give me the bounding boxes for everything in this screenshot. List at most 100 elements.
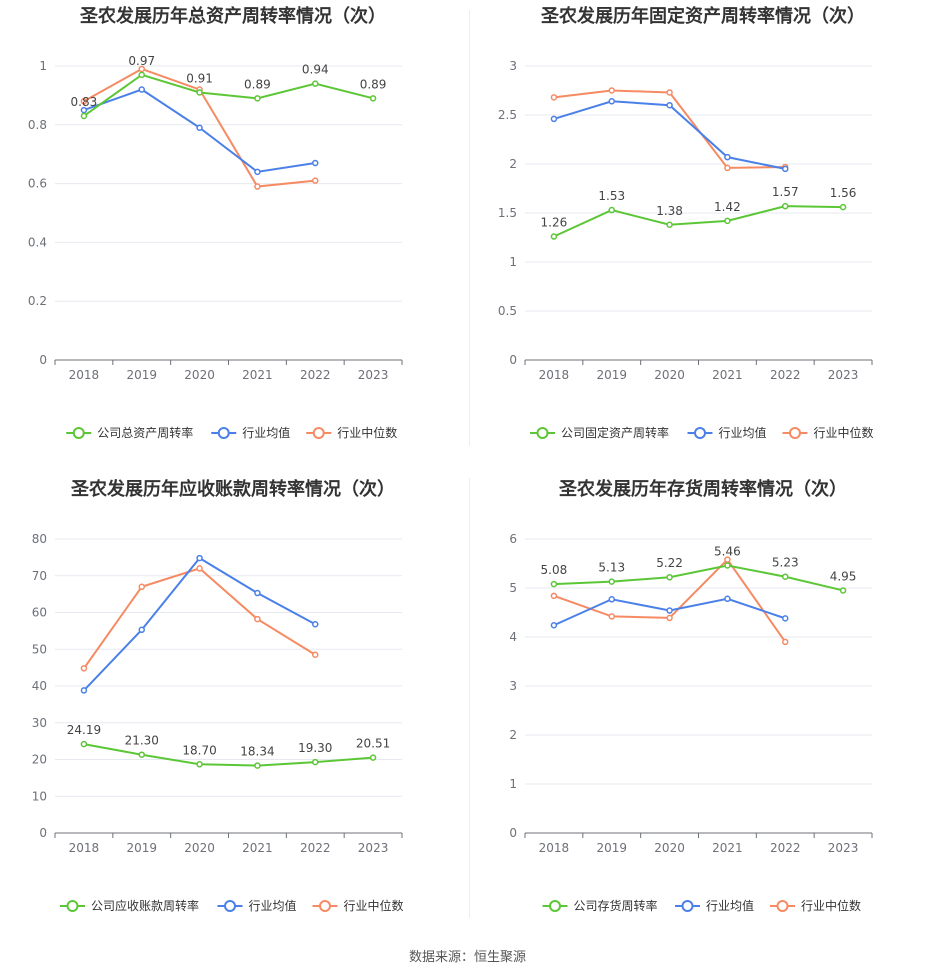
chart-title: 圣农发展历年存货周转率情况（次） xyxy=(558,478,847,500)
x-tick-label: 2019 xyxy=(596,841,627,855)
legend-item: 行业中位数 xyxy=(306,425,397,440)
data-point xyxy=(666,101,673,109)
data-point xyxy=(312,159,319,167)
data-point xyxy=(608,98,615,105)
chart-panel-receivables-turnover: 圣农发展历年应收账款周转率情况（次） 0 10 20 30 40 50 60 70 80 2018 2… xyxy=(0,473,467,943)
data-point xyxy=(138,65,145,73)
legend-label: 行业中位数 xyxy=(801,898,861,913)
y-tick-label: 3 xyxy=(509,679,517,693)
x-tick-label: 2018 xyxy=(69,368,100,382)
data-point xyxy=(80,687,88,694)
data-point xyxy=(138,751,145,758)
data-point xyxy=(138,71,145,79)
chart-title: 圣农发展历年应收账款周转率情况（次） xyxy=(70,478,395,500)
data-label: 0.89 xyxy=(360,77,387,91)
x-tick-label: 2018 xyxy=(539,368,570,382)
data-point xyxy=(312,621,319,628)
data-label: 0.83 xyxy=(71,95,98,109)
data-point xyxy=(254,168,261,176)
series-line xyxy=(83,556,316,692)
data-point xyxy=(254,95,261,102)
data-label: 0.89 xyxy=(244,77,271,91)
data-point xyxy=(724,562,731,569)
legend-marker xyxy=(66,900,79,912)
data-point xyxy=(80,98,88,105)
x-tick-label: 2020 xyxy=(184,841,215,855)
data-point xyxy=(724,164,731,172)
legend-marker xyxy=(312,427,325,439)
data-label: 4.95 xyxy=(830,569,857,583)
data-label: 21.30 xyxy=(125,734,159,748)
legend-marker xyxy=(681,900,694,912)
legend-marker xyxy=(217,427,230,439)
series-line xyxy=(83,743,374,767)
legend-item: 公司存货周转率 xyxy=(542,898,658,913)
data-label: 5.13 xyxy=(598,561,625,575)
y-tick-label: 30 xyxy=(32,716,47,730)
data-point xyxy=(196,554,203,562)
legend-label: 行业中位数 xyxy=(814,425,874,440)
chart-panel-inventory-turnover: 圣农发展历年存货周转率情况（次） 0 1 2 3 4 5 6 2018 2019 2020 2021 2… xyxy=(470,473,935,943)
legend-label: 行业均值 xyxy=(706,898,754,913)
data-label: 1.42 xyxy=(714,200,741,214)
data-label: 1.53 xyxy=(598,189,625,203)
legend-marker xyxy=(224,900,236,912)
data-point xyxy=(666,607,673,614)
x-tick-label: 2023 xyxy=(828,368,859,382)
y-tick-label: 20 xyxy=(32,753,47,767)
data-point xyxy=(608,206,615,214)
legend-item: 行业中位数 xyxy=(770,898,861,913)
legend-marker xyxy=(72,427,85,439)
legend-marker xyxy=(319,900,331,912)
data-point xyxy=(666,614,673,622)
chart-panel-total-asset-turnover: 圣农发展历年总资产周转率情况（次） 0 0.2 0.4 0.6 0.8 1 2018 2019 2… xyxy=(0,0,467,470)
x-tick-label: 2023 xyxy=(358,368,389,382)
data-point xyxy=(724,153,731,161)
data-point xyxy=(782,615,789,622)
x-tick-label: 2022 xyxy=(300,841,331,855)
x-tick-label: 2021 xyxy=(712,841,743,855)
chart-receivables-turnover: 圣农发展历年应收账款周转率情况（次） 0 10 20 30 40 50 60 70 80 2018 2… xyxy=(32,478,404,913)
x-tick-label: 2020 xyxy=(184,368,215,382)
data-point xyxy=(666,221,673,229)
data-point xyxy=(196,565,203,572)
y-tick-label: 0 xyxy=(39,353,47,367)
x-tick-label: 2022 xyxy=(770,841,801,855)
series-line xyxy=(83,73,374,117)
data-point xyxy=(138,86,145,93)
x-tick-label: 2019 xyxy=(126,841,157,855)
legend-label: 公司固定资产周转率 xyxy=(561,425,669,440)
data-point xyxy=(724,217,731,225)
data-point xyxy=(608,596,615,603)
x-tick-label: 2020 xyxy=(654,841,685,855)
y-tick-label: 2.5 xyxy=(498,108,517,122)
data-point xyxy=(80,112,88,120)
data-point xyxy=(80,740,88,748)
chart-fixed-asset-turnover: 圣农发展历年固定资产周转率情况（次） 0 0.5 1 1.5 2 2.5 3 2018 2019 2… xyxy=(498,5,874,440)
legend-label: 公司应收账款周转率 xyxy=(91,898,199,913)
data-label: 19.30 xyxy=(298,741,332,755)
y-tick-label: 0.8 xyxy=(28,118,47,132)
panel-divider xyxy=(469,478,470,918)
legend-label: 行业均值 xyxy=(249,898,297,913)
data-label: 5.46 xyxy=(714,544,741,558)
data-point xyxy=(724,595,731,603)
legend-item: 行业均值 xyxy=(675,898,754,913)
series-line xyxy=(553,564,844,592)
legend-item: 行业均值 xyxy=(687,425,767,440)
y-tick-label: 0 xyxy=(39,826,47,840)
data-point xyxy=(254,183,261,190)
legend-label: 行业均值 xyxy=(719,425,767,440)
series-line xyxy=(553,100,786,170)
data-source-note: 数据来源：恒生聚源 xyxy=(408,950,526,965)
data-label: 1.38 xyxy=(656,204,683,218)
data-label: 5.08 xyxy=(541,563,568,577)
data-point xyxy=(369,754,377,761)
chart-panel-fixed-asset-turnover: 圣农发展历年固定资产周转率情况（次） 0 0.5 1 1.5 2 2.5 3 2018 2019 2… xyxy=(470,0,935,470)
chart-title: 圣农发展历年总资产周转率情况（次） xyxy=(79,5,386,27)
series-line xyxy=(553,558,787,643)
legend-item: 行业中位数 xyxy=(782,425,874,440)
data-point xyxy=(608,87,615,94)
data-point xyxy=(138,626,145,634)
data-point xyxy=(550,94,558,101)
